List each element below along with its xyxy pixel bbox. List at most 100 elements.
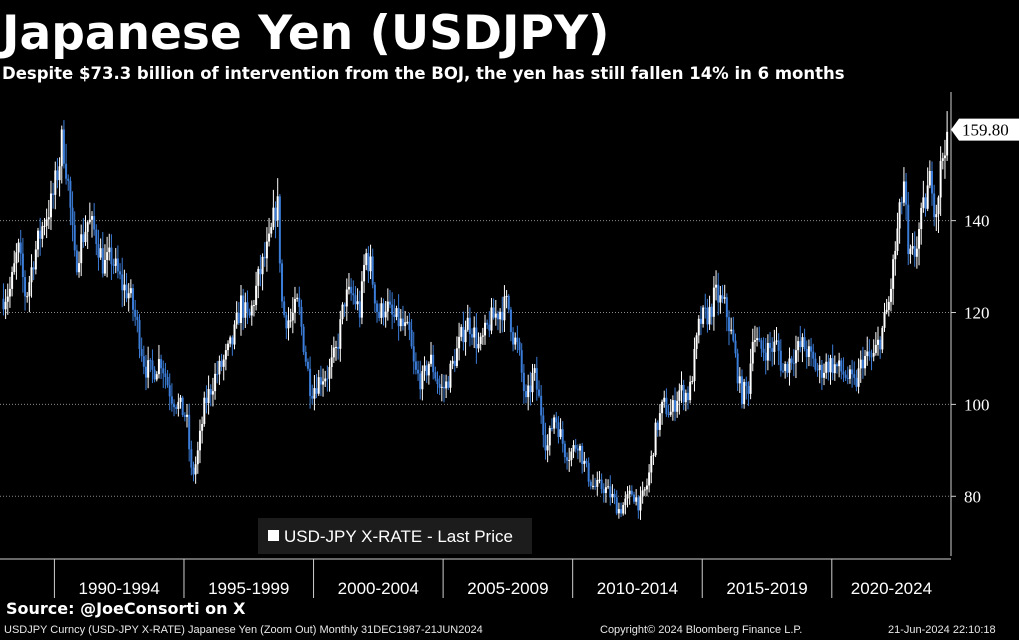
candle-body bbox=[738, 376, 741, 384]
candle-body bbox=[440, 386, 443, 388]
candle-body bbox=[386, 301, 389, 312]
candle-body bbox=[95, 229, 98, 245]
candle-body bbox=[45, 219, 48, 226]
y-tick-label: 80 bbox=[964, 487, 981, 506]
candle-body bbox=[885, 309, 888, 313]
candle-body bbox=[345, 289, 348, 307]
candle-body bbox=[667, 413, 670, 415]
candle-body bbox=[719, 295, 722, 303]
candle-body bbox=[527, 385, 530, 398]
candle-body bbox=[887, 301, 890, 310]
chart-subtitle: Despite $73.3 billion of intervention fr… bbox=[2, 64, 845, 83]
candle-body bbox=[563, 443, 566, 458]
candle-body bbox=[196, 450, 199, 465]
candle-body bbox=[160, 359, 163, 369]
candle-body bbox=[248, 311, 251, 316]
candle-body bbox=[239, 295, 242, 324]
candle-body bbox=[935, 214, 938, 218]
candle-body bbox=[421, 371, 424, 390]
candle-body bbox=[32, 267, 35, 270]
candle-body bbox=[870, 356, 873, 358]
legend: USD-JPY X-RATE - Last Price bbox=[258, 518, 532, 554]
candle-body bbox=[19, 242, 22, 254]
candle-body bbox=[488, 324, 491, 331]
candle-body bbox=[816, 369, 819, 371]
candle-body bbox=[352, 293, 355, 296]
candle-body bbox=[650, 455, 653, 473]
candle-body bbox=[382, 303, 385, 318]
candle-body bbox=[62, 129, 65, 164]
candle-body bbox=[434, 372, 437, 379]
candle-body bbox=[591, 485, 594, 487]
candle-body bbox=[322, 381, 325, 385]
candle-body bbox=[715, 284, 718, 288]
candle-body bbox=[6, 296, 9, 302]
candle-body bbox=[58, 166, 61, 181]
candle-series bbox=[2, 111, 949, 520]
candle-body bbox=[168, 385, 171, 397]
candle-body bbox=[633, 494, 635, 502]
candle-body bbox=[147, 360, 150, 378]
candle-body bbox=[237, 312, 240, 324]
candle-body bbox=[132, 288, 135, 310]
candle-body bbox=[181, 397, 184, 416]
y-tick-label: 100 bbox=[964, 395, 990, 414]
x-period-label: 2000-2004 bbox=[338, 579, 419, 598]
candle-body bbox=[514, 337, 517, 345]
candle-body bbox=[859, 359, 862, 369]
candle-body bbox=[706, 307, 709, 325]
candle-body bbox=[218, 360, 221, 375]
candle-body bbox=[343, 304, 346, 307]
candle-body bbox=[8, 288, 11, 297]
candle-body bbox=[270, 227, 273, 234]
candle-body bbox=[710, 306, 713, 317]
candle-body bbox=[47, 217, 50, 220]
candle-body bbox=[216, 373, 219, 375]
candle-body bbox=[781, 370, 784, 372]
candle-body bbox=[838, 360, 841, 367]
candle-body bbox=[242, 295, 245, 318]
candle-body bbox=[814, 358, 817, 370]
candle-body bbox=[423, 365, 426, 372]
candle-body bbox=[455, 348, 458, 367]
candle-body bbox=[173, 403, 176, 408]
candle-body bbox=[900, 202, 903, 204]
candle-body bbox=[920, 207, 923, 230]
x-period-label: 2015-2019 bbox=[726, 579, 807, 598]
candle-body bbox=[391, 304, 394, 315]
candle-body bbox=[41, 226, 44, 239]
candle-body bbox=[648, 472, 651, 486]
candle-body bbox=[693, 348, 696, 382]
candle-body bbox=[466, 317, 469, 330]
candle-body bbox=[561, 429, 564, 444]
y-tick-label: 140 bbox=[964, 212, 990, 231]
candle-body bbox=[704, 307, 707, 309]
candle-body bbox=[114, 258, 117, 266]
candle-body bbox=[602, 489, 605, 494]
candle-body bbox=[542, 415, 545, 436]
x-period-label: 2020-2024 bbox=[851, 579, 932, 598]
candle-body bbox=[797, 341, 800, 351]
candle-body bbox=[924, 197, 927, 209]
candle-body bbox=[149, 360, 152, 362]
candle-body bbox=[898, 202, 901, 229]
candle-body bbox=[108, 247, 111, 253]
candle-body bbox=[453, 360, 456, 367]
candle-body bbox=[82, 234, 85, 243]
candle-body bbox=[946, 131, 949, 156]
candle-body bbox=[902, 181, 905, 203]
candle-body bbox=[315, 388, 318, 394]
candle-body bbox=[864, 355, 867, 369]
candle-body bbox=[179, 397, 182, 402]
candle-body bbox=[641, 490, 644, 497]
candle-body bbox=[872, 352, 875, 357]
candle-body bbox=[462, 327, 465, 343]
candle-body bbox=[607, 486, 610, 488]
candle-body bbox=[119, 271, 122, 275]
legend-swatch bbox=[268, 530, 279, 541]
candle-body bbox=[717, 284, 720, 303]
candle-body bbox=[291, 312, 294, 321]
candle-body bbox=[730, 329, 733, 332]
candle-body bbox=[214, 373, 217, 392]
